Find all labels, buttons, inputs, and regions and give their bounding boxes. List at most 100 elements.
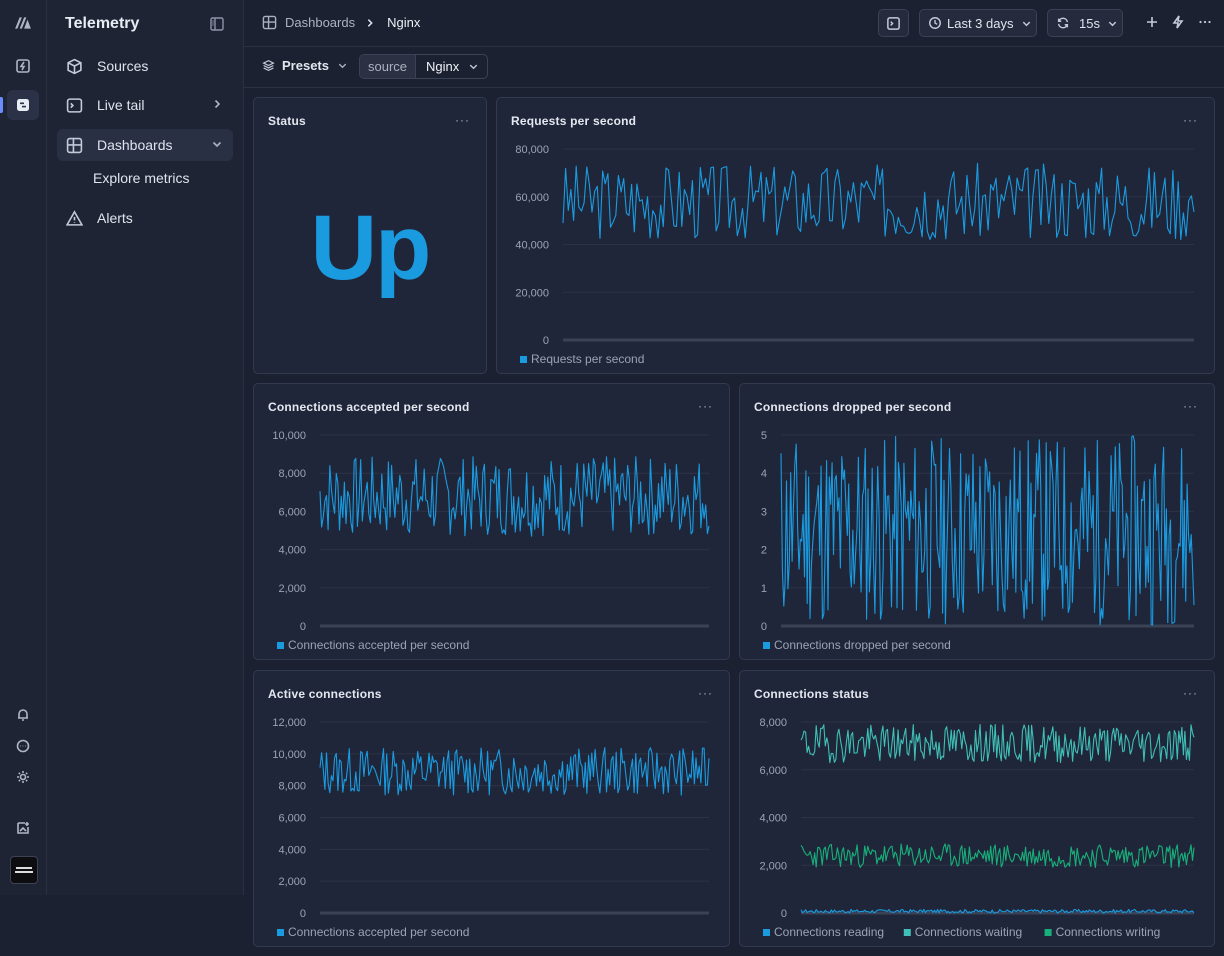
y-tick-label: 2,000 xyxy=(278,583,306,595)
y-tick-label: 5 xyxy=(761,430,767,442)
y-tick-label: 1 xyxy=(761,583,767,595)
telemetry-icon[interactable] xyxy=(7,90,39,120)
source-filter[interactable]: source Nginx xyxy=(359,54,488,79)
y-tick-label: 10,000 xyxy=(272,749,306,761)
panel-connections-dropped: 5 4 3 2 1 0 Connections dropped per second Con… xyxy=(739,383,1215,660)
panel-menu-icon[interactable]: ··· xyxy=(698,399,713,413)
chevron-down-icon xyxy=(338,63,347,69)
refresh-interval-label: 15s xyxy=(1079,15,1100,31)
sidebar-subitem-explore-metrics[interactable]: Explore metrics xyxy=(93,170,190,186)
panel-title: Connections dropped per second xyxy=(754,400,952,414)
legend-label: Connections accepted per second xyxy=(288,638,469,652)
y-tick-label: 6,000 xyxy=(759,765,787,777)
sun-icon[interactable] xyxy=(12,766,34,788)
y-tick-label: 2 xyxy=(761,545,767,557)
panel-menu-icon[interactable]: ··· xyxy=(1183,113,1198,127)
picture-icon[interactable] xyxy=(12,817,34,839)
terminal-icon xyxy=(65,96,83,114)
sidebar: Telemetry Sources Live tail Dashboards E… xyxy=(47,0,244,895)
y-tick-label: 0 xyxy=(761,621,767,633)
more-icon[interactable] xyxy=(1197,14,1213,30)
y-tick-label: 0 xyxy=(300,621,306,633)
sidebar-item-label: Alerts xyxy=(97,210,133,226)
panel-menu-icon[interactable]: ··· xyxy=(698,686,713,700)
panel-title: Requests per second xyxy=(511,114,637,128)
bolt-icon[interactable] xyxy=(1170,14,1186,30)
source-filter-key: source xyxy=(360,55,417,78)
warning-icon xyxy=(65,209,83,227)
presets-dropdown[interactable]: Presets xyxy=(262,58,348,73)
y-tick-label: 10,000 xyxy=(272,430,306,442)
time-range-label: Last 3 days xyxy=(947,15,1014,31)
y-tick-label: 2,000 xyxy=(278,876,306,888)
sidebar-item-alerts[interactable]: Alerts xyxy=(57,202,233,234)
y-tick-label: 0 xyxy=(300,908,306,920)
presets-label: Presets xyxy=(282,58,329,73)
panel-active-connections: 12,000 10,000 8,000 6,000 4,000 2,000 0 Connect… xyxy=(253,670,730,947)
sidebar-item-sources[interactable]: Sources xyxy=(57,50,233,82)
panel-title: Connections accepted per second xyxy=(268,400,470,414)
legend-label: Connections writing xyxy=(1056,925,1161,939)
chart-active: 12,000 10,000 8,000 6,000 4,000 2,000 0 Connect… xyxy=(272,717,710,939)
series-line xyxy=(780,435,1195,626)
legend-swatch xyxy=(520,356,527,363)
panel-menu-icon[interactable]: ··· xyxy=(1183,686,1198,700)
chevron-down-icon xyxy=(1022,21,1030,26)
y-tick-label: 0 xyxy=(543,335,549,347)
series-line xyxy=(562,162,1195,241)
breadcrumb-parent[interactable]: Dashboards xyxy=(285,15,356,30)
y-tick-label: 4,000 xyxy=(278,545,306,557)
chevron-right-icon xyxy=(214,99,221,109)
chart-conn_status: 8,000 6,000 4,000 2,000 0 Connections reading… xyxy=(759,717,1195,939)
panel-title: Status xyxy=(268,114,306,128)
refresh-interval-select[interactable]: 15s xyxy=(1047,9,1123,37)
panel-connections-status: 8,000 6,000 4,000 2,000 0 Connections reading… xyxy=(739,670,1215,947)
chart-rps: 80,000 60,000 40,000 20,000 0 Requests per se… xyxy=(515,144,1195,366)
icon-rail xyxy=(0,0,47,895)
legend-label: Connections waiting xyxy=(915,925,1022,939)
series-line xyxy=(800,843,1195,869)
bell-icon[interactable] xyxy=(12,704,34,726)
y-tick-label: 8,000 xyxy=(278,781,306,793)
console-button[interactable] xyxy=(878,9,909,37)
panel-menu-icon[interactable]: ··· xyxy=(1183,399,1198,413)
panel-connections-accepted: 10,000 8,000 6,000 4,000 2,000 0 Connections a… xyxy=(253,383,730,660)
sidebar-item-label: Dashboards xyxy=(97,137,173,153)
refresh-icon xyxy=(1057,17,1069,29)
y-tick-label: 4,000 xyxy=(278,844,306,856)
add-icon[interactable] xyxy=(1144,14,1160,30)
y-tick-label: 2,000 xyxy=(759,860,787,872)
y-tick-label: 60,000 xyxy=(515,192,549,204)
sidebar-item-label: Live tail xyxy=(97,97,145,113)
legend-swatch xyxy=(903,929,911,936)
panel-status: Status ··· Up xyxy=(253,97,487,374)
panel-menu-icon[interactable]: ··· xyxy=(455,113,470,127)
chevron-right-icon xyxy=(367,18,373,27)
sidebar-item-live-tail[interactable]: Live tail xyxy=(57,89,233,121)
panel-title: Connections status xyxy=(754,687,869,701)
bolt-icon[interactable] xyxy=(12,55,34,77)
filter-bar: Presets source Nginx xyxy=(244,47,1224,88)
sidebar-item-dashboards[interactable]: Dashboards xyxy=(57,129,233,161)
chat-icon[interactable] xyxy=(12,735,34,757)
series-line xyxy=(800,723,1195,764)
source-filter-value[interactable]: Nginx xyxy=(416,55,487,78)
breadcrumb: Dashboards Nginx xyxy=(262,15,420,30)
panel-requests-per-second: 80,000 60,000 40,000 20,000 0 Requests per se… xyxy=(496,97,1215,374)
sidebar-collapse-icon[interactable] xyxy=(209,16,225,32)
y-tick-label: 80,000 xyxy=(515,144,549,156)
series-line xyxy=(319,747,710,796)
chevron-down-icon xyxy=(1108,21,1117,26)
source-filter-value-label: Nginx xyxy=(426,59,460,74)
avatar[interactable] xyxy=(10,856,38,884)
legend-swatch xyxy=(1044,929,1052,936)
y-tick-label: 4,000 xyxy=(759,813,787,825)
y-tick-label: 6,000 xyxy=(278,813,306,825)
y-tick-label: 8,000 xyxy=(759,717,787,729)
time-range-select[interactable]: Last 3 days xyxy=(919,9,1037,37)
terminal-icon xyxy=(887,16,900,30)
logo-icon[interactable] xyxy=(12,12,34,34)
panel-title: Active connections xyxy=(268,687,382,701)
dashboard-icon xyxy=(65,136,83,154)
legend-label: Connections reading xyxy=(774,925,884,939)
